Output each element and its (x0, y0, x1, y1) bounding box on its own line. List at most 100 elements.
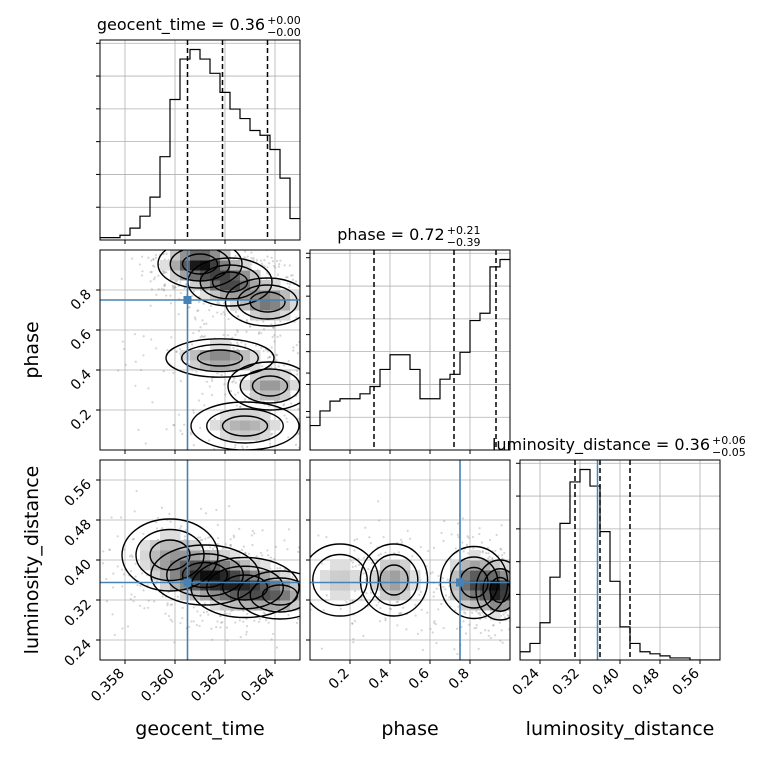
sample-point (306, 604, 308, 606)
sample-point (234, 621, 237, 624)
sample-point (188, 625, 191, 629)
sample-point (179, 429, 182, 432)
sample-point (304, 590, 306, 592)
sample-point (177, 413, 180, 416)
density-cell (210, 340, 221, 351)
sample-point (173, 247, 175, 249)
sample-point (129, 597, 132, 601)
density-cell (230, 570, 241, 581)
sample-point (314, 579, 316, 581)
density-cell (240, 350, 251, 361)
sample-point (292, 346, 295, 349)
sample-point (202, 335, 205, 339)
title-plus: +0.21 (447, 224, 481, 237)
sample-point (358, 563, 361, 566)
sample-point (243, 398, 247, 401)
sample-point (478, 611, 481, 615)
sample-point (223, 383, 226, 386)
sample-point (236, 329, 239, 332)
y-tick-label: 0.40 (61, 557, 94, 590)
sample-point (352, 637, 355, 641)
sample-point (220, 312, 223, 316)
sample-point (239, 636, 242, 639)
sample-point (288, 264, 292, 267)
sample-point (468, 623, 471, 626)
sample-point (300, 594, 302, 596)
sample-point (515, 590, 517, 592)
sample-point (172, 423, 176, 427)
sample-point (234, 254, 237, 258)
sample-point (211, 638, 214, 641)
density-cell (290, 580, 300, 591)
sample-point (499, 547, 502, 551)
sample-point (317, 534, 320, 537)
density-cell (260, 420, 271, 431)
density-cell (500, 570, 510, 581)
density-cell (210, 600, 221, 611)
density-cell (500, 580, 510, 591)
sample-point (477, 612, 480, 615)
density-cell (260, 410, 271, 421)
sample-point (462, 620, 465, 623)
sample-point (499, 639, 502, 642)
sample-point (189, 433, 193, 436)
density-cell (200, 560, 211, 571)
sample-point (239, 405, 242, 409)
sample-point (155, 347, 158, 350)
sample-point (234, 333, 237, 336)
sample-point (138, 263, 142, 266)
sample-point (240, 341, 243, 344)
sample-point (303, 589, 305, 591)
density-cell (490, 600, 501, 611)
x-tick-label: 0.8 (446, 666, 473, 693)
sample-point (201, 319, 204, 322)
sample-point (526, 572, 528, 574)
density-cell (340, 590, 351, 601)
sample-point (301, 386, 303, 388)
sample-point (503, 616, 506, 619)
density-cell (500, 560, 510, 571)
sample-point (384, 551, 387, 554)
sample-point (123, 548, 126, 551)
scatter-phase-luminosity_distance (309, 459, 528, 661)
density-cell (220, 570, 231, 581)
sample-point (249, 325, 252, 328)
sample-point (369, 541, 372, 545)
sample-point (521, 612, 523, 614)
density-cell (240, 600, 251, 611)
sample-point (450, 533, 453, 536)
sample-point (118, 242, 120, 244)
density-cell (240, 290, 251, 301)
sample-point (134, 575, 137, 578)
sample-point (456, 533, 459, 537)
density-cell (150, 570, 161, 581)
x-tick-label: 0.4 (366, 665, 393, 692)
density-cell (210, 290, 221, 301)
sample-point (283, 403, 286, 406)
sample-point (209, 247, 211, 249)
sample-point (165, 294, 168, 297)
sample-point (199, 326, 202, 329)
y-axis-label: phase (21, 321, 43, 378)
sample-point (96, 577, 98, 579)
sample-point (192, 409, 195, 412)
sample-point (521, 613, 523, 615)
sample-point (140, 255, 144, 258)
sample-point (234, 450, 236, 452)
sample-point (175, 280, 179, 283)
sample-point (323, 604, 325, 606)
sample-point (192, 290, 196, 293)
sample-point (311, 363, 313, 365)
density-cell (240, 560, 251, 571)
sample-point (277, 365, 280, 368)
sample-point (465, 543, 469, 546)
sample-point (272, 632, 275, 636)
sample-point (219, 615, 222, 618)
sample-point (153, 276, 156, 279)
density-cell (230, 410, 241, 421)
sample-point (211, 379, 214, 382)
sample-point (426, 611, 429, 614)
density-cell (250, 280, 261, 291)
sample-point (271, 452, 273, 454)
sample-point (265, 619, 268, 622)
